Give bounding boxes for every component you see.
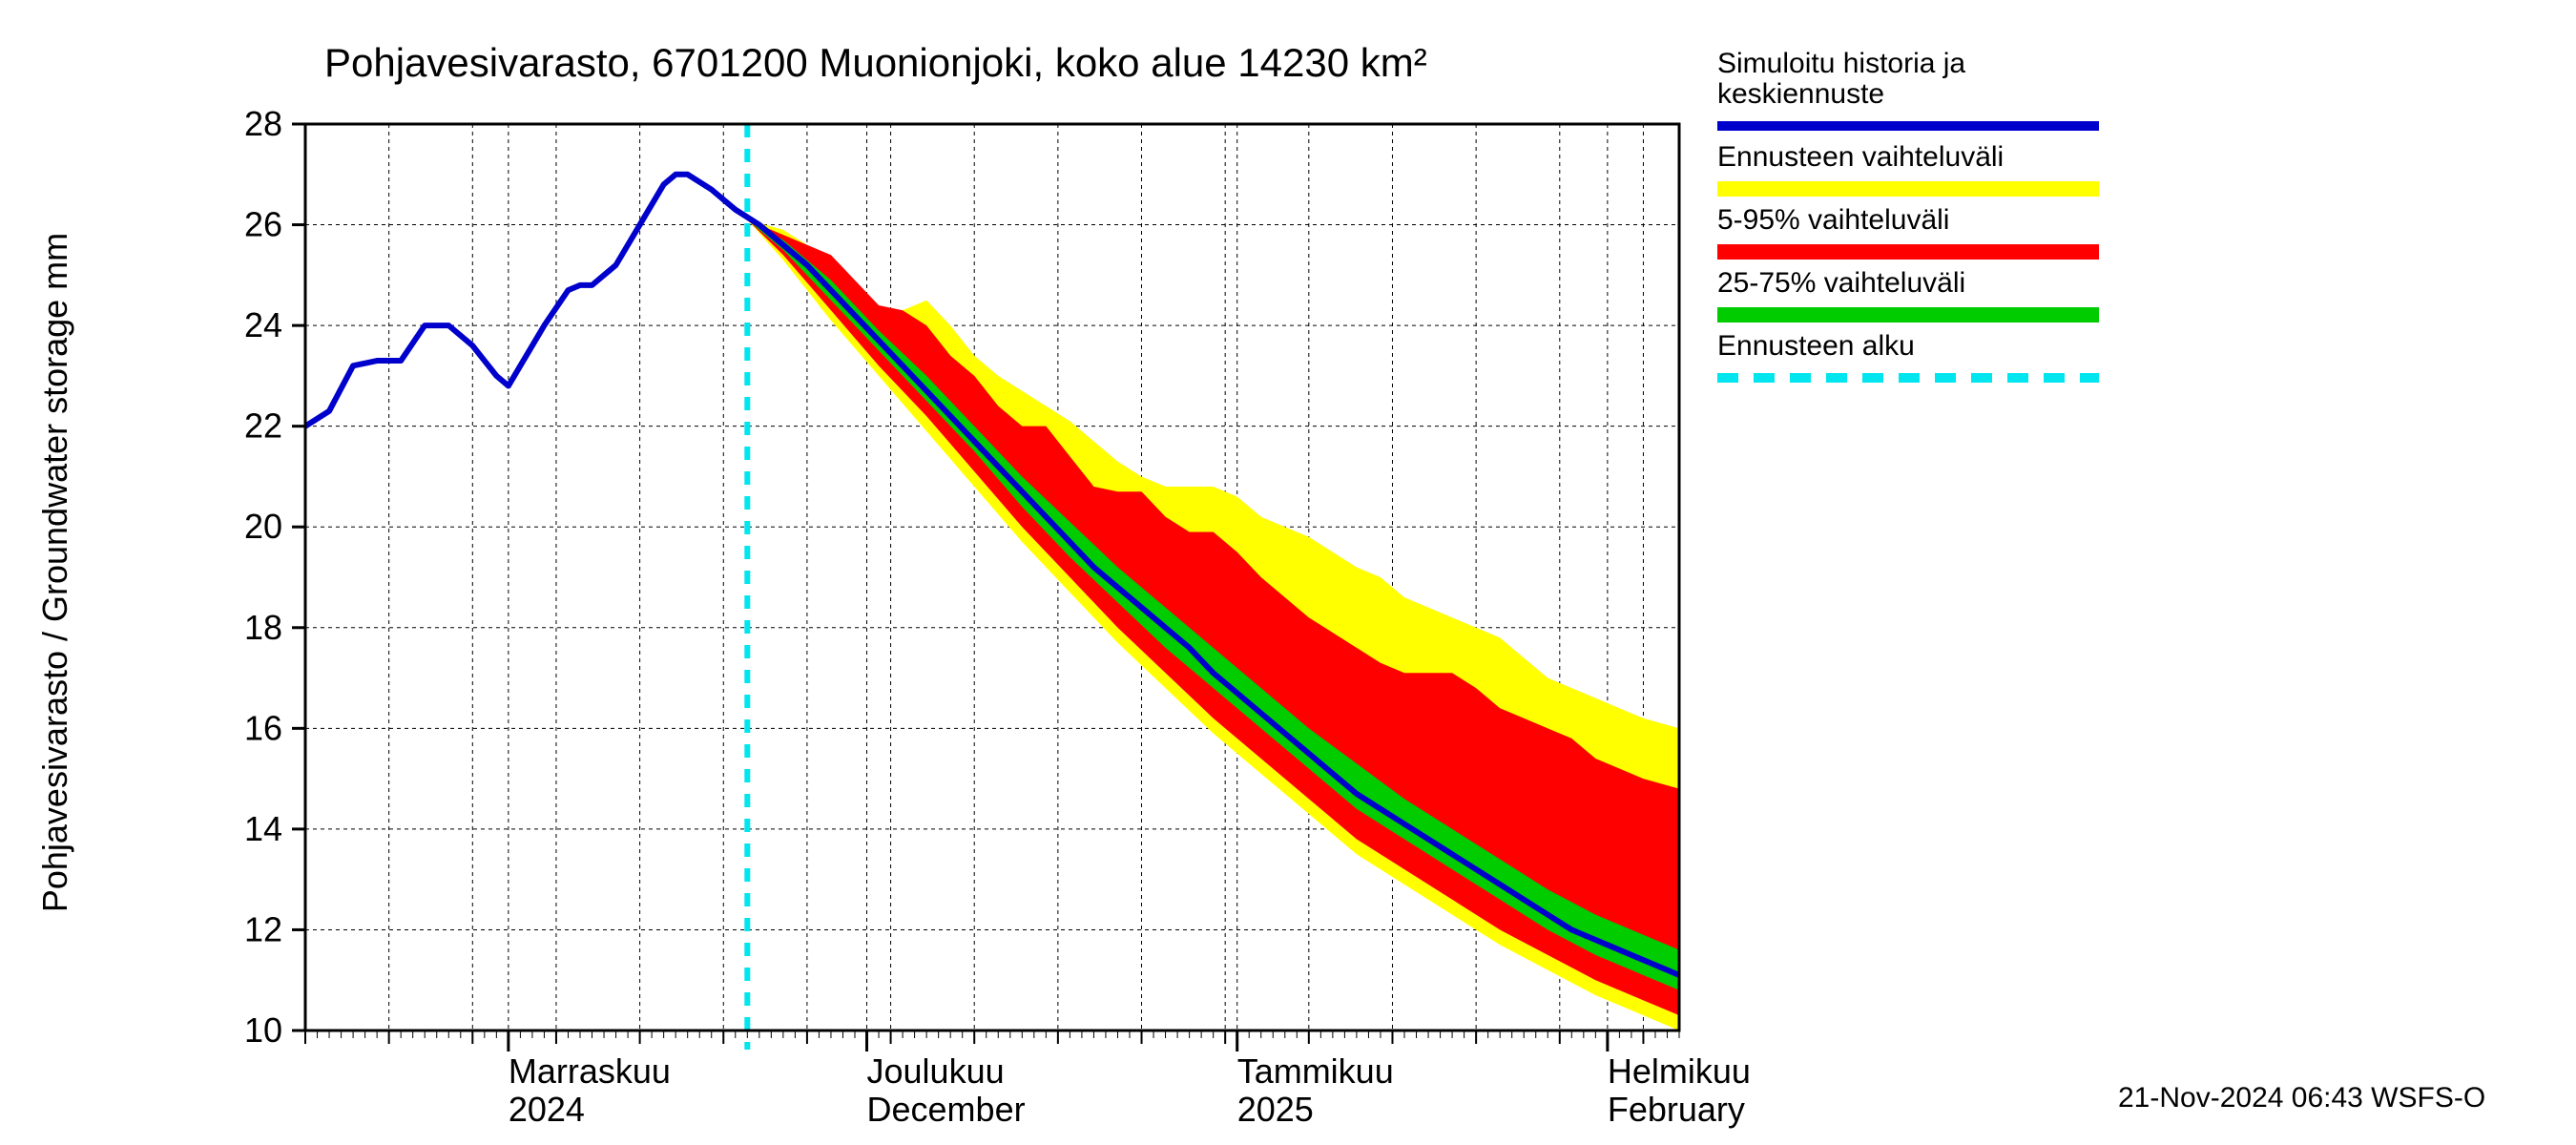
xlabel-month-bot: December (867, 1090, 1026, 1129)
plot-area: 10 12 14 16 18 20 22 24 26 28 Marraskuu2024 Jouluku… (244, 104, 1751, 1129)
legend-label: Simuloitu historia ja (1717, 48, 1965, 79)
ytick-label: 10 (244, 1010, 282, 1050)
legend-label: Ennusteen vaihteluväli (1717, 141, 2004, 173)
legend-swatch (1717, 181, 2099, 197)
ytick-label: 18 (244, 608, 282, 647)
xlabel-month-bot: 2024 (509, 1090, 585, 1129)
xlabel-month-bot: February (1608, 1090, 1745, 1129)
chart-container: Pohjavesivarasto / Groundwater storage m… (0, 0, 2576, 1145)
chart-svg: Pohjavesivarasto / Groundwater storage m… (0, 0, 2576, 1145)
ytick-label: 14 (244, 809, 282, 848)
legend-label: 5-95% vaihteluväli (1717, 204, 1949, 236)
xlabel-month-top: Tammikuu (1237, 1051, 1394, 1091)
legend-label: 25-75% vaihteluväli (1717, 267, 1965, 299)
ytick-label: 20 (244, 507, 282, 546)
legend: Simuloitu historia jakeskiennuste Ennuste… (1717, 48, 2099, 378)
xlabel-month-top: Marraskuu (509, 1051, 671, 1091)
ytick-label: 28 (244, 104, 282, 143)
xlabel-month-bot: 2025 (1237, 1090, 1314, 1129)
legend-swatch (1717, 244, 2099, 260)
ytick-label: 26 (244, 205, 282, 244)
footer-text: 21-Nov-2024 06:43 WSFS-O (2118, 1082, 2485, 1114)
ytick-label: 12 (244, 909, 282, 948)
ytick-label: 16 (244, 708, 282, 747)
legend-label: keskiennuste (1717, 78, 1884, 110)
xlabel-month-top: Helmikuu (1608, 1051, 1751, 1091)
legend-swatch (1717, 307, 2099, 323)
ytick-label: 24 (244, 305, 282, 344)
y-axis-label: Pohjavesivarasto / Groundwater storage m… (35, 233, 74, 912)
xlabel-month-top: Joulukuu (867, 1051, 1005, 1091)
chart-title: Pohjavesivarasto, 6701200 Muonionjoki, k… (324, 40, 1427, 85)
legend-label: Ennusteen alku (1717, 330, 1915, 362)
ytick-label: 22 (244, 406, 282, 446)
